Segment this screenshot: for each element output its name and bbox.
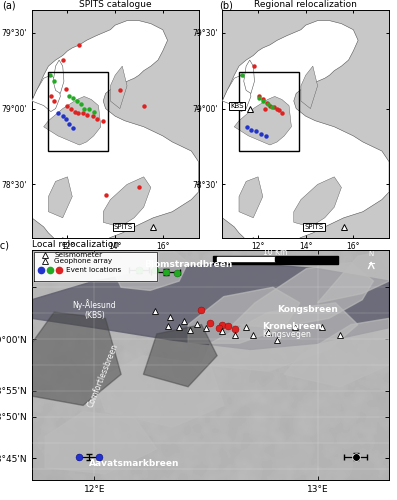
Polygon shape (244, 60, 254, 94)
Text: Comfortlessbreen: Comfortlessbreen (86, 342, 120, 409)
Polygon shape (294, 177, 341, 227)
Polygon shape (32, 312, 121, 406)
Polygon shape (34, 252, 157, 281)
Text: SPITS: SPITS (114, 224, 133, 230)
Text: Kongsbreen: Kongsbreen (278, 304, 338, 314)
Bar (239, 72, 299, 151)
Text: Kronebreen: Kronebreen (262, 322, 322, 330)
Text: Ny-Ålesund
(KBS): Ny-Ålesund (KBS) (73, 299, 116, 320)
Text: Aavatsmarkbreen: Aavatsmarkbreen (89, 460, 180, 468)
Polygon shape (284, 318, 389, 387)
Polygon shape (213, 256, 338, 264)
Text: (a): (a) (2, 1, 15, 11)
Text: (c): (c) (0, 241, 9, 251)
Polygon shape (103, 177, 151, 227)
Text: Seismometer: Seismometer (54, 252, 102, 258)
Text: Geophone array: Geophone array (54, 258, 112, 264)
Polygon shape (233, 262, 374, 328)
Text: (b): (b) (219, 1, 233, 11)
Polygon shape (44, 96, 101, 145)
Bar (48, 72, 108, 151)
Polygon shape (301, 66, 318, 108)
Polygon shape (53, 60, 64, 94)
Polygon shape (202, 303, 358, 371)
Polygon shape (222, 20, 389, 248)
Polygon shape (275, 258, 333, 261)
Text: N: N (368, 252, 374, 258)
Polygon shape (32, 262, 389, 350)
Text: Blomstrandbreen: Blomstrandbreen (144, 260, 232, 270)
Text: SPITS: SPITS (304, 224, 324, 230)
Text: Local relocalization: Local relocalization (32, 240, 119, 249)
Polygon shape (143, 324, 217, 387)
Polygon shape (217, 258, 275, 261)
Polygon shape (318, 250, 389, 303)
Polygon shape (239, 177, 263, 218)
Text: Event locations: Event locations (66, 267, 121, 273)
Polygon shape (32, 20, 198, 248)
Polygon shape (234, 96, 291, 145)
Polygon shape (32, 75, 60, 112)
Title: SPITS catalogue: SPITS catalogue (79, 0, 151, 9)
Text: 10 Km: 10 Km (263, 248, 287, 256)
Polygon shape (188, 288, 300, 343)
Polygon shape (112, 250, 188, 290)
Text: Kongsvegen: Kongsvegen (262, 330, 310, 339)
Polygon shape (45, 412, 157, 474)
Text: KBS: KBS (230, 102, 244, 108)
Polygon shape (94, 356, 224, 427)
Title: Regional relocalization: Regional relocalization (254, 0, 357, 9)
Polygon shape (48, 177, 72, 218)
Polygon shape (222, 75, 251, 112)
Polygon shape (110, 66, 127, 108)
